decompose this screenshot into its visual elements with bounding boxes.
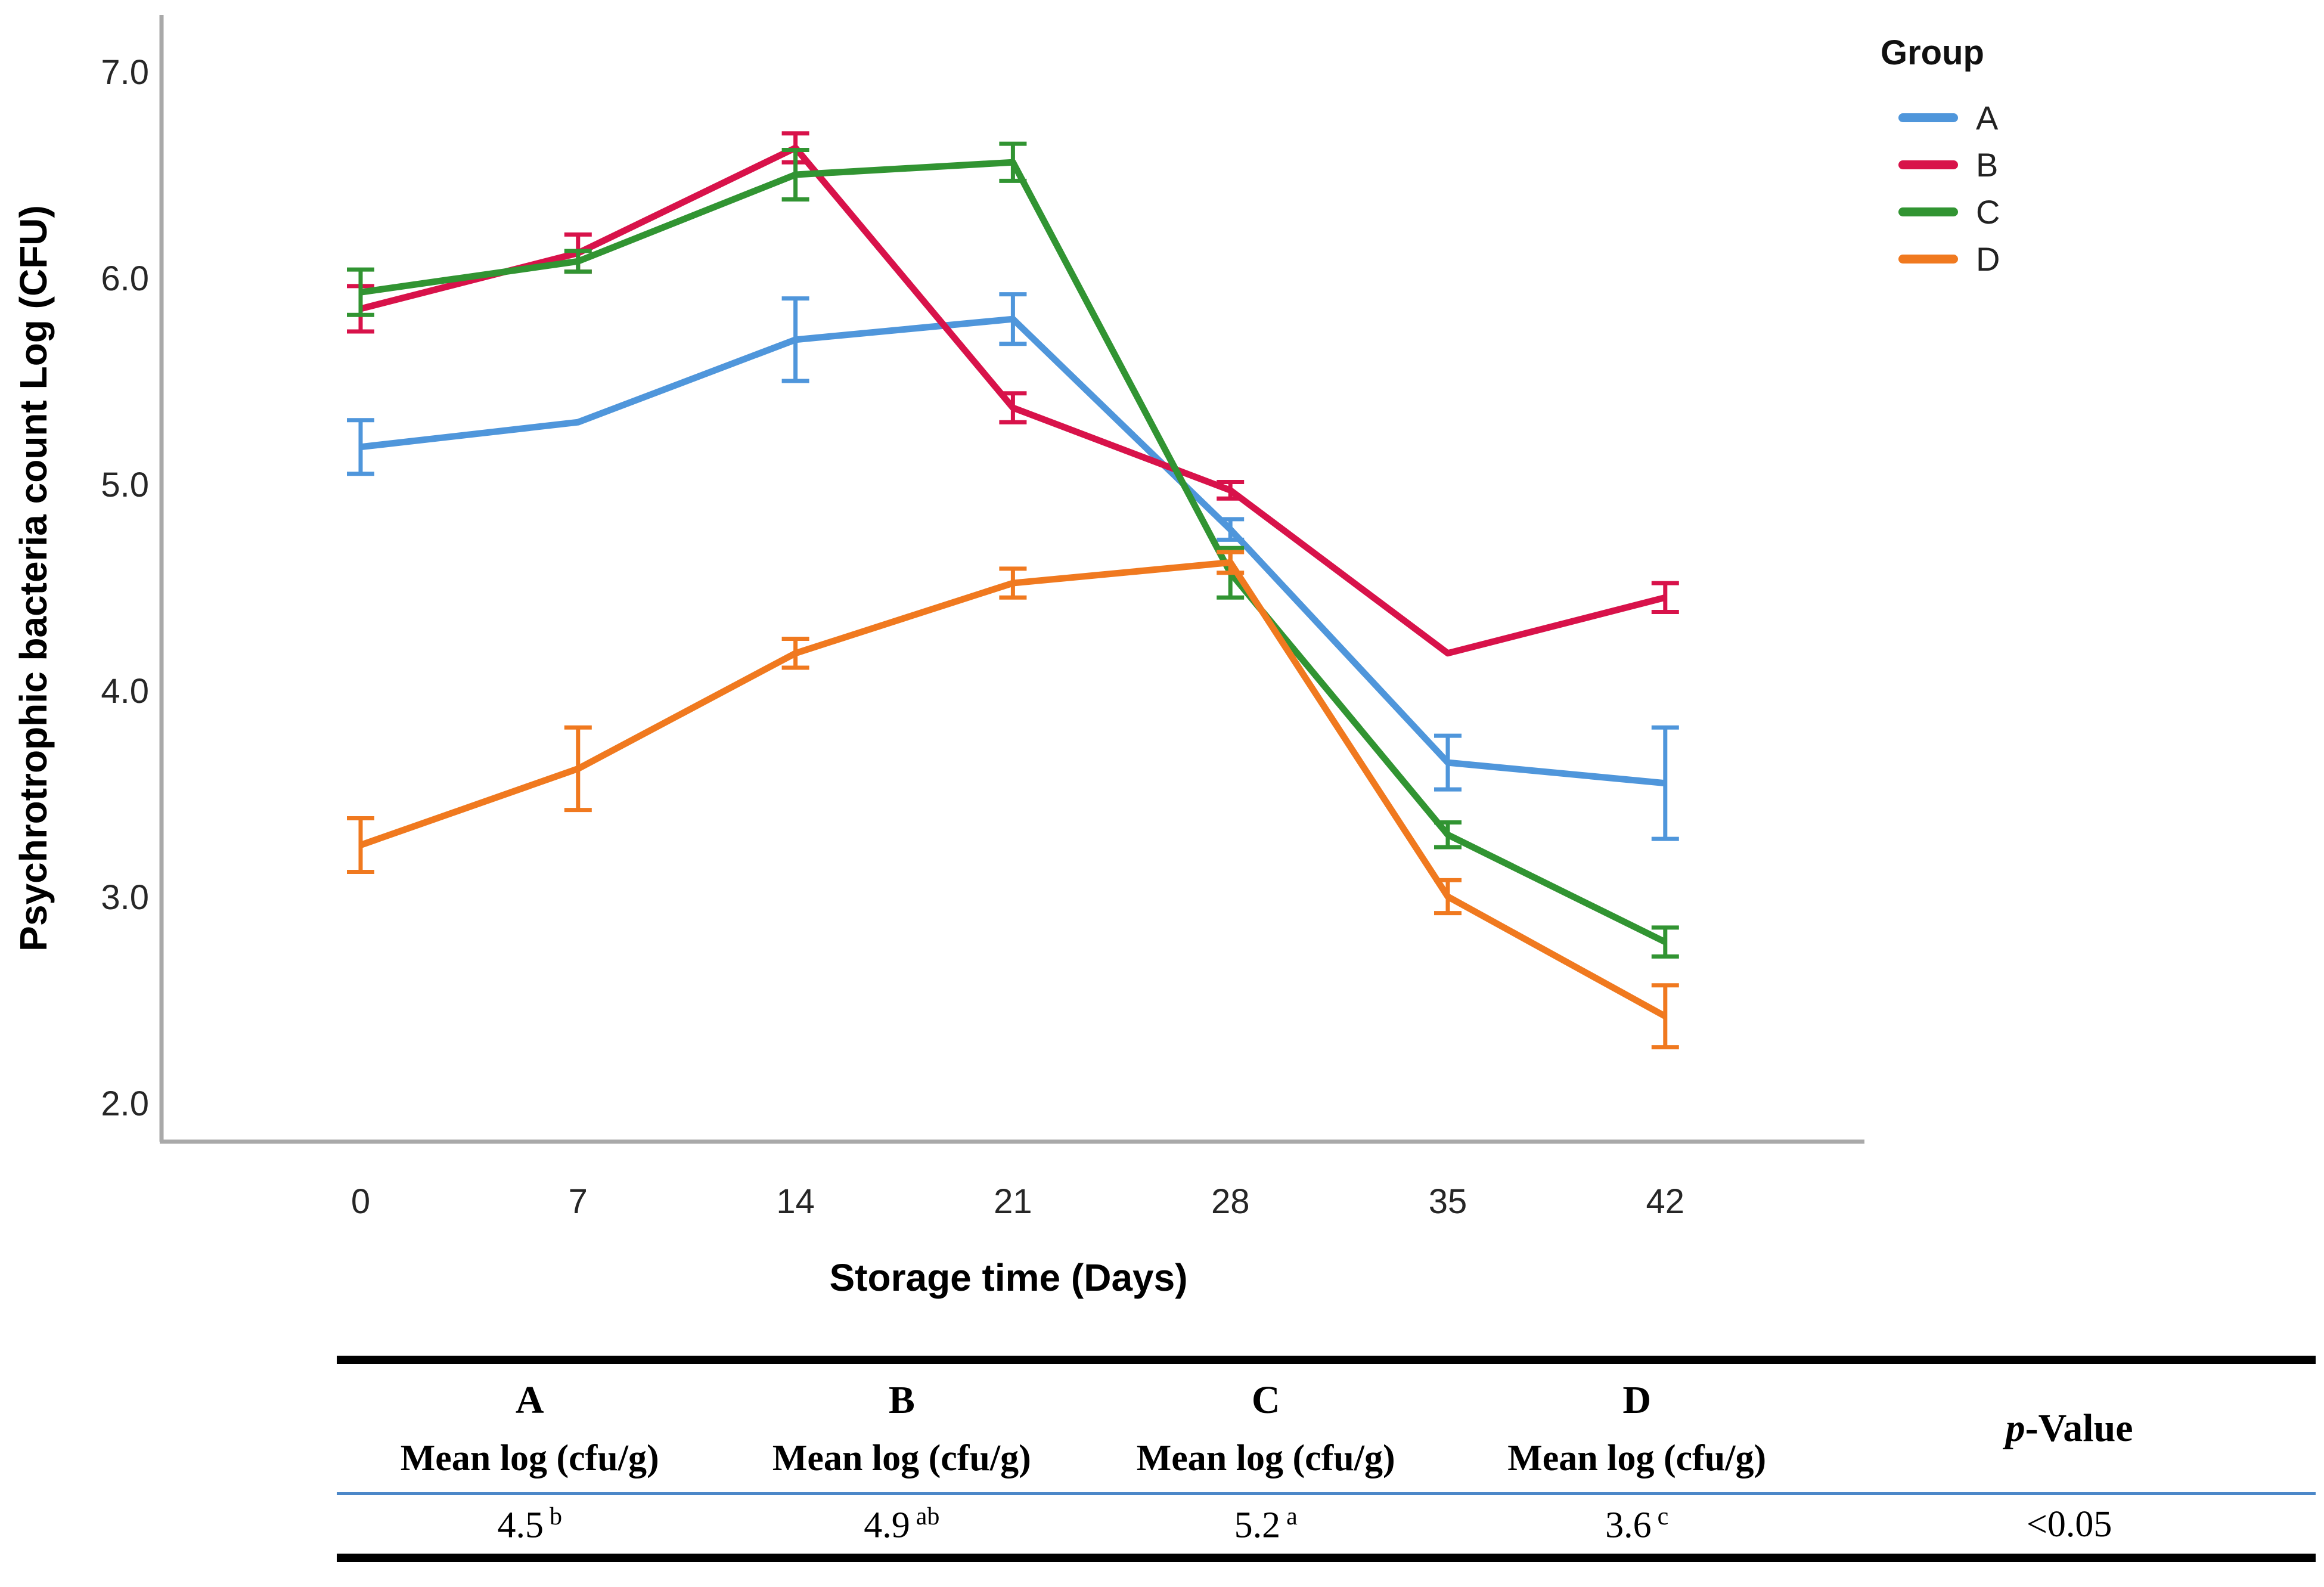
summary-table: A Mean log (cfu/g) B Mean log (cfu/g) C … [337,1356,2316,1562]
header-col-b: B Mean log (cfu/g) [722,1364,1081,1492]
value-a: 4.5 [497,1505,544,1546]
y-tick-label-6.0: 6.0 [101,259,149,298]
value-a-sup: b [549,1502,562,1530]
header-col-d: D Mean log (cfu/g) [1451,1364,1823,1492]
value-d: 3.6 [1605,1505,1652,1546]
legend-label-b: B [1976,146,1999,184]
p-value-italic: p [2005,1406,2025,1450]
x-tick-label-28: 28 [1211,1182,1250,1221]
value-cell-a: 4.5 b [337,1502,722,1547]
value-cell-p: <0.05 [1823,1504,2316,1546]
value-cell-d: 3.6 c [1451,1502,1823,1547]
legend: Group A B C D [1881,33,2298,283]
value-p: <0.05 [2026,1504,2112,1545]
header-sub-c: Mean log (cfu/g) [1136,1438,1395,1478]
value-cell-b: 4.9 ab [722,1502,1081,1547]
header-group-d: D [1622,1378,1652,1422]
legend-item-d: D [1881,235,2298,283]
x-tick-label-14: 14 [776,1182,815,1221]
value-c: 5.2 [1234,1505,1281,1546]
table-separator [337,1492,2316,1495]
x-axis-title: Storage time (Days) [829,1256,1187,1299]
y-tick-label-4.0: 4.0 [101,672,149,711]
legend-swatch-c-icon [1898,207,1958,216]
series-group-A [347,292,1679,841]
y-tick-label-7.0: 7.0 [101,53,149,92]
value-cell-c: 5.2 a [1081,1502,1451,1547]
summary-table-header: A Mean log (cfu/g) B Mean log (cfu/g) C … [337,1364,2316,1492]
header-sub-a: Mean log (cfu/g) [400,1438,659,1478]
y-axis-title: Psychrotrophic bacteria count Log (CFU) [12,205,55,951]
header-group-b: B [888,1378,915,1422]
header-sub-b: Mean log (cfu/g) [772,1438,1031,1478]
x-tick-label-7: 7 [569,1182,588,1221]
legend-item-b: B [1881,141,2298,188]
header-sub-d: Mean log (cfu/g) [1507,1438,1767,1478]
x-tick-label-35: 35 [1429,1182,1467,1221]
legend-item-c: C [1881,188,2298,235]
legend-swatch-b-icon [1898,160,1958,169]
legend-title: Group [1881,33,1984,72]
legend-label-d: D [1976,240,2000,278]
line-chart: 7.0 6.0 5.0 4.0 3.0 2.0 0 7 14 21 28 35 42 Psychrotro… [12,15,1864,1299]
y-tick-label-3.0: 3.0 [101,878,149,917]
legend-item-a: A [1881,94,2298,141]
header-group-a: A [515,1378,544,1422]
series-line-C [360,159,1667,946]
header-col-c: C Mean log (cfu/g) [1081,1364,1451,1492]
x-tick-label-0: 0 [351,1182,370,1221]
y-tick-label-5.0: 5.0 [101,466,149,504]
value-c-sup: a [1286,1502,1298,1530]
header-col-a: A Mean log (cfu/g) [337,1364,722,1492]
legend-swatch-a-icon [1898,113,1958,122]
x-tick-label-21: 21 [994,1182,1032,1221]
y-tick-label-2.0: 2.0 [101,1084,149,1123]
summary-table-values: 4.5 b 4.9 ab 5.2 a 3.6 c <0.05 [337,1495,2316,1554]
header-col-p-value: p -Value [1823,1364,2316,1492]
legend-label-a: A [1976,99,1999,137]
series-group-C [347,141,1679,959]
series-line-A [360,315,1666,787]
x-tick-label-42: 42 [1646,1182,1685,1221]
value-b-sup: ab [916,1502,940,1530]
series-line-D [359,559,1667,1019]
legend-label-c: C [1976,193,2000,231]
header-group-c: C [1251,1378,1280,1422]
p-value-rest: -Value [2025,1406,2133,1450]
legend-swatch-d-icon [1898,255,1958,264]
value-b: 4.9 [864,1505,910,1546]
value-d-sup: c [1657,1502,1669,1530]
series-group-D [347,550,1679,1050]
